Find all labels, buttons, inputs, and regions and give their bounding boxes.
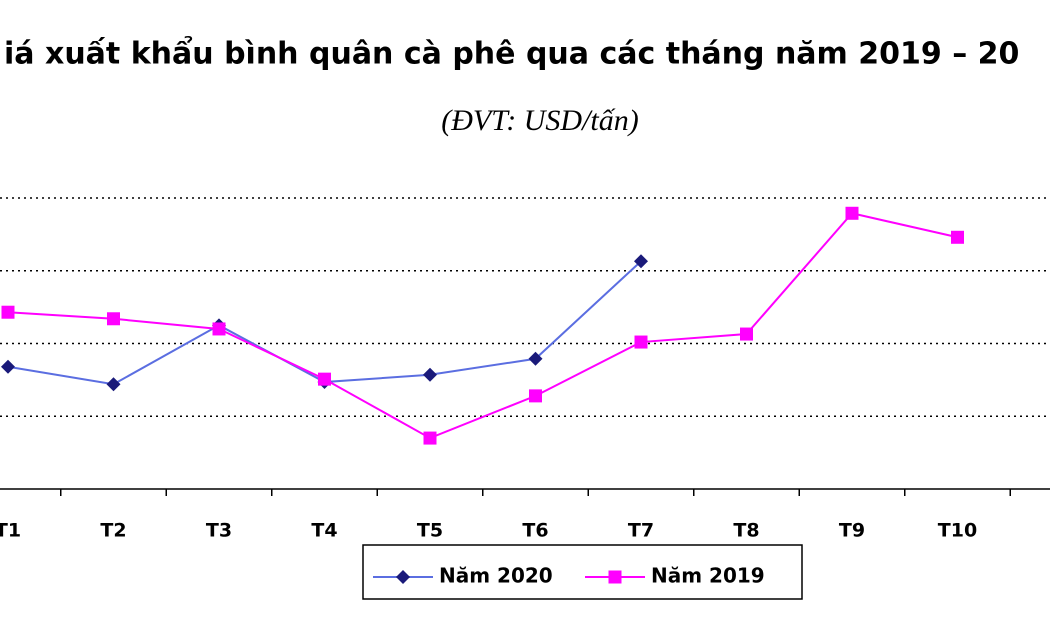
- marker: [845, 206, 859, 220]
- marker: [107, 312, 120, 326]
- marker: [1, 359, 15, 374]
- legend-label: Năm 2020: [439, 564, 553, 588]
- legend-label: Năm 2019: [651, 564, 765, 588]
- legend-box: [362, 544, 803, 600]
- x-tick-label: T2: [100, 520, 126, 542]
- x-tick-label: T5: [417, 520, 443, 542]
- marker: [529, 389, 542, 403]
- marker: [423, 367, 437, 382]
- marker: [634, 254, 648, 269]
- chart-subtitle: (ĐVT: USD/tấn): [441, 104, 639, 137]
- x-tick-label: T4: [311, 520, 337, 542]
- x-tick-label: T3: [206, 520, 232, 542]
- marker: [608, 570, 622, 584]
- x-tick-label: T1: [0, 520, 21, 542]
- x-tick-label: T10: [938, 520, 977, 542]
- series-line: [7, 260, 642, 386]
- chart-title: iá xuất khẩu bình quân cà phê qua các th…: [4, 36, 1019, 72]
- marker: [106, 377, 121, 392]
- marker: [318, 372, 331, 386]
- x-tick-label: T7: [628, 520, 654, 542]
- marker: [212, 322, 226, 336]
- x-tick-label: T8: [733, 520, 759, 542]
- marker: [423, 431, 437, 445]
- marker: [951, 230, 964, 244]
- x-tick-label: T9: [839, 520, 865, 542]
- x-tick-label: T6: [522, 520, 548, 542]
- series-line: [7, 212, 958, 440]
- marker: [740, 327, 753, 341]
- marker: [1, 305, 15, 319]
- marker: [396, 570, 410, 584]
- marker: [528, 351, 543, 366]
- marker: [634, 335, 648, 349]
